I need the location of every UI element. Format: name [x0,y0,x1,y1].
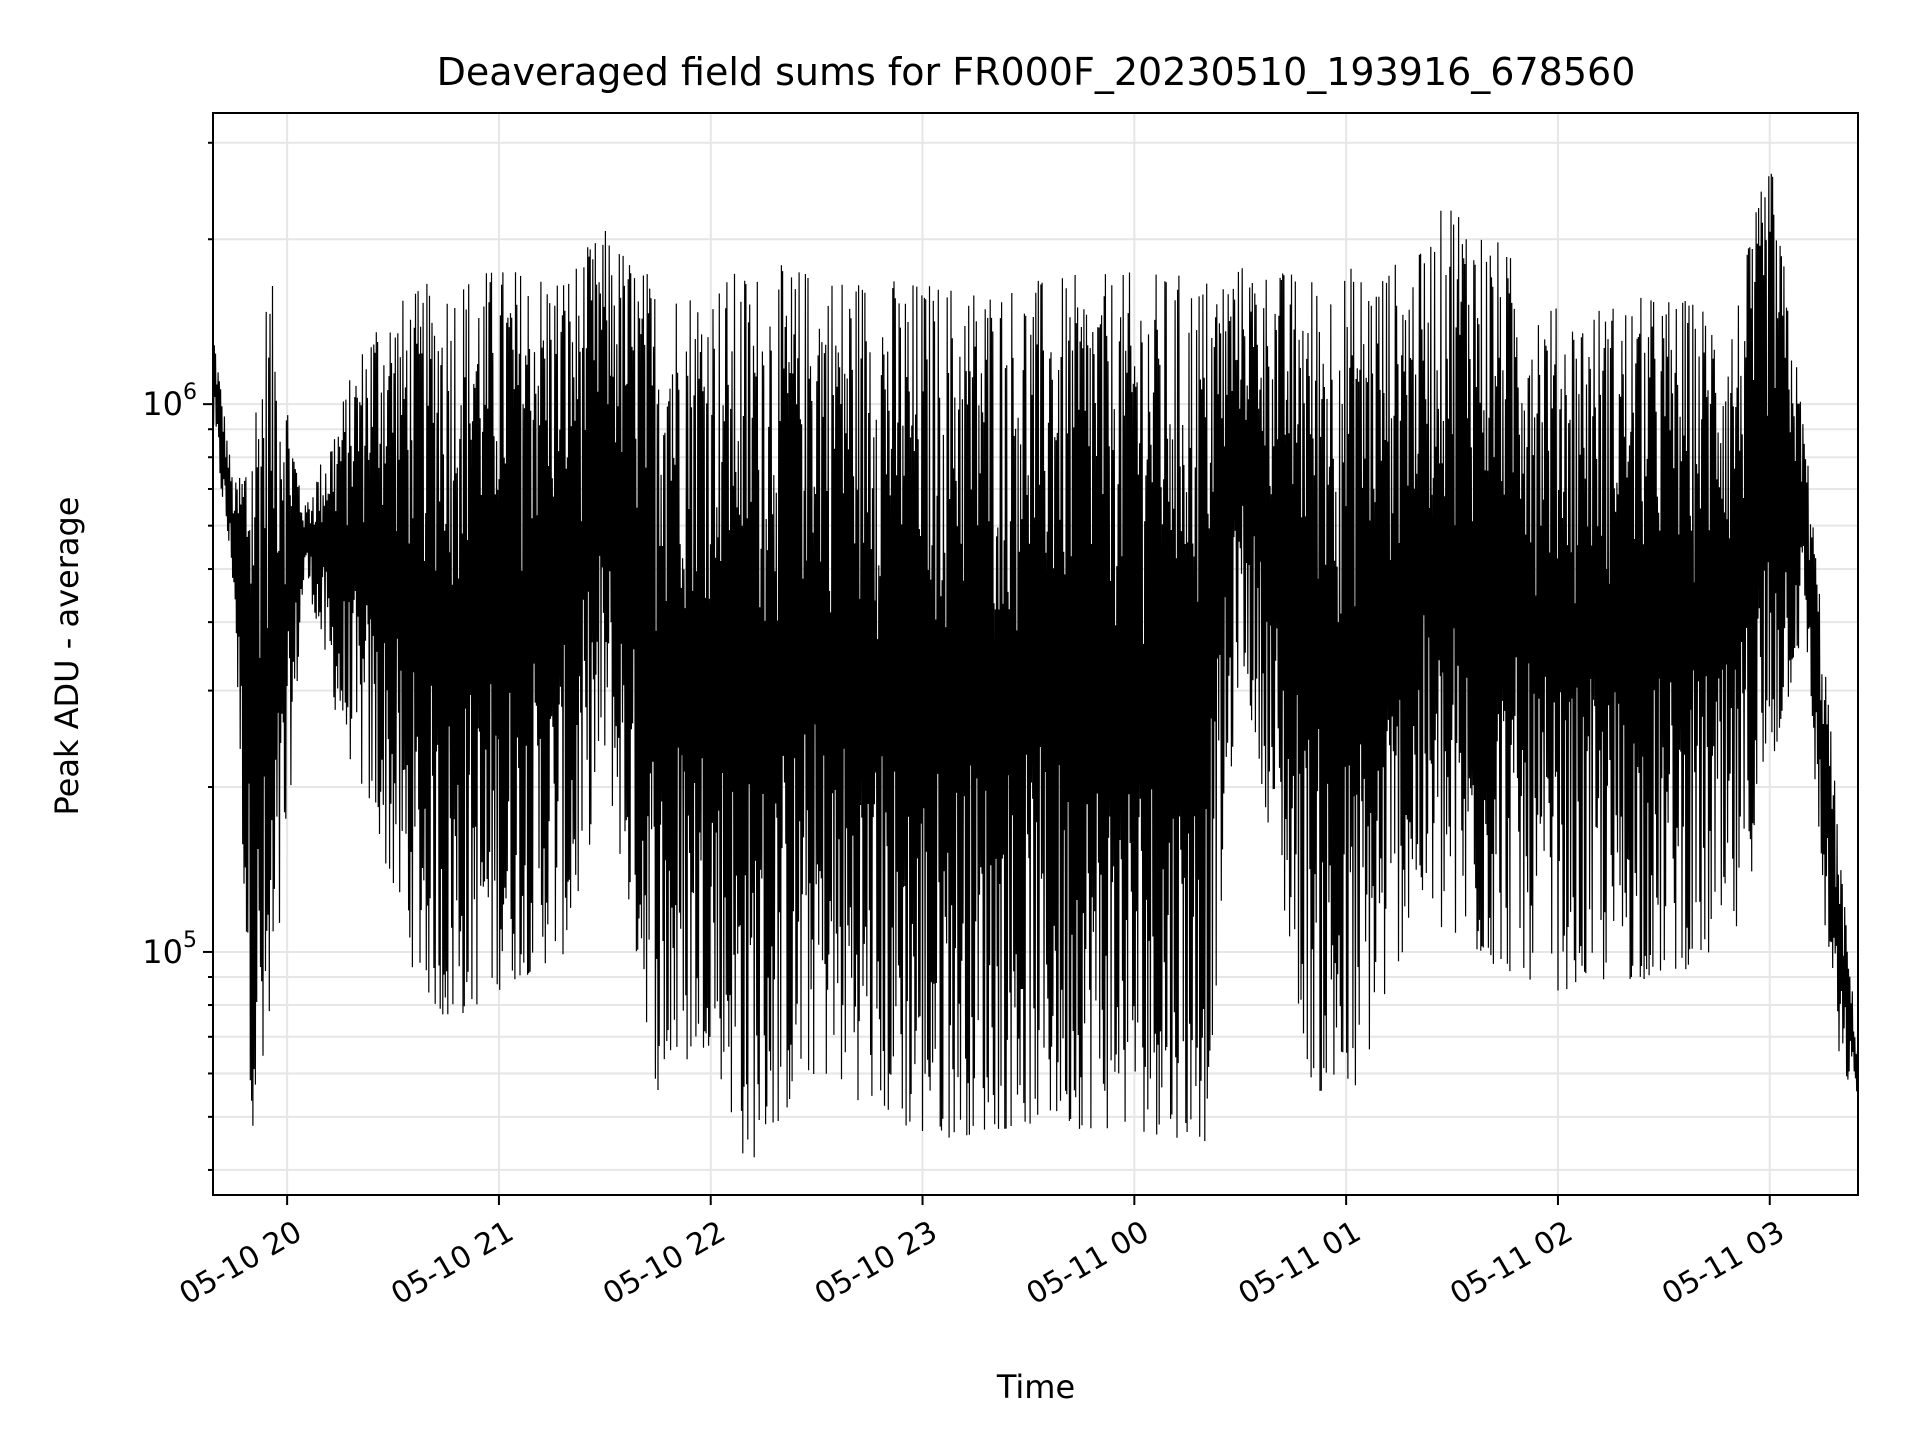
plot-frame [212,112,1859,1196]
x-tick-label: 05-11 00 [1021,1214,1155,1312]
y-tick-label: 106 [142,380,197,423]
x-tick-layer: 05-10 20 05-10 21 05-10 22 05-10 23 05-11 00… [174,1195,1791,1312]
x-tick-label: 05-10 23 [809,1214,943,1312]
x-tick-label: 05-10 22 [597,1214,731,1312]
x-tick-label: 05-11 02 [1444,1214,1578,1312]
plot-area [212,173,1859,1158]
y-tick-label: 105 [142,928,197,971]
x-tick-label: 05-10 20 [174,1214,308,1312]
y-axis-label: Peak ADU - average [48,497,86,816]
x-tick-label: 05-11 01 [1233,1214,1367,1312]
x-tick-label: 05-10 21 [385,1214,519,1312]
y-tick-layer: 105 106 [142,141,213,1171]
x-tick-label: 05-11 03 [1656,1214,1790,1312]
series-line [212,173,1859,1158]
chart-title: Deaveraged field sums for FR000F_2023051… [437,50,1636,94]
x-axis-label: Time [996,1368,1075,1406]
